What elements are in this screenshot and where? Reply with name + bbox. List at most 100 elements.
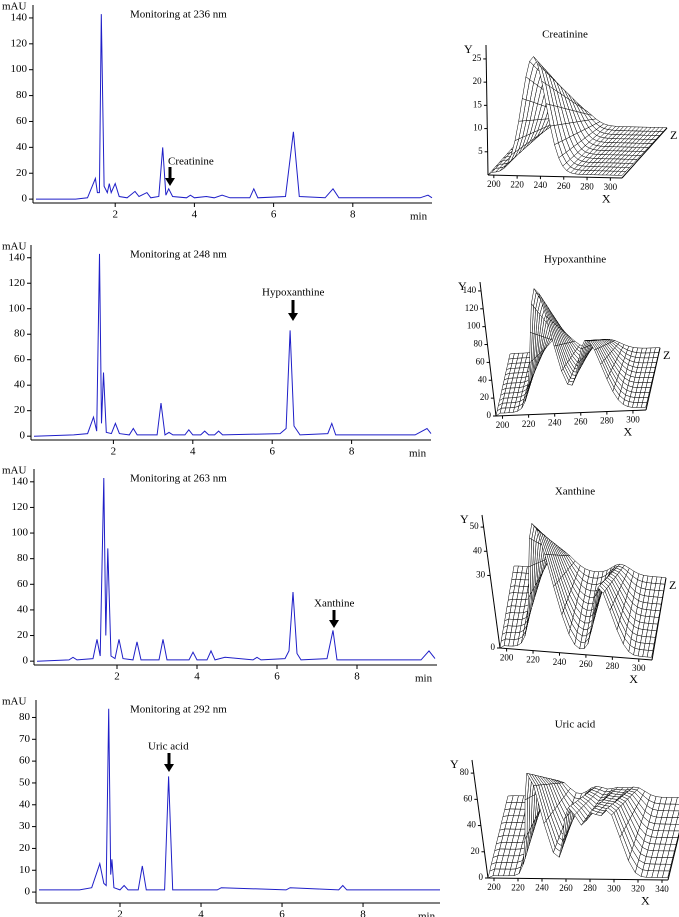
peak-annotation: Uric acid <box>148 741 189 753</box>
x-tick-label: 200 <box>487 179 501 189</box>
surface-plot: 200220240260280300320340020406080YXZUric… <box>450 719 679 907</box>
surface-plot: 200 220 240 260 280 300 0 30 40 50Y X Z Xanthine <box>460 486 676 686</box>
x-tick-label: 220 <box>511 882 525 892</box>
x-tick-label: 4 <box>190 446 196 458</box>
y-tick-label: 80 <box>460 767 470 777</box>
x-tick-label: 220 <box>510 180 524 190</box>
peak-annotation: Hypoxanthine <box>262 287 324 299</box>
y-axis <box>479 281 497 417</box>
y-tick-label: 100 <box>11 63 28 75</box>
y-tick-label: 20 <box>16 167 28 179</box>
surface-cell <box>662 870 670 878</box>
surface-cell <box>675 797 679 805</box>
x-tick-label: 6 <box>271 209 277 221</box>
x-tick-label: 6 <box>279 909 285 917</box>
surface-cell <box>640 402 648 408</box>
annotation-arrowhead <box>165 178 175 186</box>
y-tick-label: 40 <box>14 379 26 391</box>
y-axis-label: mAU <box>2 241 27 253</box>
y-tick-label: 60 <box>19 755 31 767</box>
x-tick-label: 8 <box>354 671 360 683</box>
z-axis <box>667 832 679 881</box>
y-tick-label: 70 <box>19 733 31 745</box>
y-tick-label: 20 <box>480 392 490 402</box>
surface-cell <box>649 636 656 645</box>
chromatogram: 0 20 40 60 80 100 120 140 2 4 6 8 mAU min Monitoring a… <box>2 241 432 460</box>
x-tick-label: 240 <box>535 883 549 893</box>
y-tick-label: 50 <box>19 776 31 788</box>
x-tick-label: 4 <box>192 209 198 221</box>
y-tick-label: 20 <box>470 846 480 856</box>
z-axis-label: Z <box>670 128 677 142</box>
x-tick-label: 220 <box>526 655 540 665</box>
chromatogram: 0 20 40 60 80 100 120 140 2 4 6 8 mAU min Monitoring a… <box>2 1 433 223</box>
y-tick-label: 80 <box>16 89 28 101</box>
x-tick-label: 4 <box>198 909 204 917</box>
y-axis-label: mAU <box>2 465 27 477</box>
surface-cell <box>642 397 649 403</box>
z-axis <box>621 127 668 179</box>
y-tick-label: 120 <box>11 37 28 49</box>
y-axis-label: Y <box>458 279 467 293</box>
y-tick-label: 15 <box>473 99 483 109</box>
y-tick-label: 140 <box>463 285 477 295</box>
surface-cell <box>648 643 655 651</box>
y-tick-label: 120 <box>465 303 479 313</box>
panel-title: Xanthine <box>555 486 595 498</box>
surface-cell <box>644 387 651 393</box>
x-axis-label: X <box>641 893 650 907</box>
surface-cell <box>617 171 627 176</box>
x-tick-label: 2 <box>112 209 118 221</box>
x-tick-label: 280 <box>600 416 614 426</box>
y-tick-label: 140 <box>9 251 26 263</box>
y-axis-label: Y <box>464 42 473 56</box>
y-axis <box>471 759 489 879</box>
y-tick-label: 140 <box>12 475 29 487</box>
x-tick-label: 240 <box>534 180 548 190</box>
x-tick-label: 2 <box>111 446 117 458</box>
y-tick-label: 50 <box>470 521 480 531</box>
y-tick-label: 100 <box>9 302 26 314</box>
x-tick-label: 300 <box>604 182 618 192</box>
y-axis-label: Y <box>450 757 459 771</box>
x-axis <box>495 409 647 417</box>
y-axis-label: Y <box>460 512 469 526</box>
x-tick-label: 200 <box>487 882 501 892</box>
x-axis <box>499 647 653 661</box>
y-tick-label: 60 <box>463 793 473 803</box>
x-tick-label: 260 <box>557 181 571 191</box>
y-tick-label: 80 <box>14 328 26 340</box>
x-tick-label: 280 <box>606 661 620 671</box>
y-tick-label: 60 <box>476 356 486 366</box>
x-axis-label: min <box>410 211 428 223</box>
y-tick-label: 40 <box>16 141 28 153</box>
y-tick-label: 80 <box>17 552 29 564</box>
z-axis-label: Z <box>663 348 670 362</box>
x-tick-label: 2 <box>117 909 123 917</box>
x-axis-label: X <box>624 425 633 439</box>
y-tick-label: 0 <box>479 872 484 882</box>
x-axis-label: min <box>409 448 427 460</box>
x-tick-label: 340 <box>655 884 669 894</box>
y-tick-label: 40 <box>467 820 477 830</box>
y-tick-label: 100 <box>12 527 29 539</box>
x-axis <box>487 174 623 179</box>
panel-title: Monitoring at 292 nm <box>130 704 227 716</box>
y-tick-label: 120 <box>9 277 26 289</box>
y-tick-label: 20 <box>14 404 26 416</box>
y-tick-label: 0 <box>22 193 28 205</box>
y-axis-label: mAU <box>2 696 27 708</box>
panel-title: Monitoring at 263 nm <box>130 473 227 485</box>
x-tick-label: 300 <box>626 415 640 425</box>
x-tick-label: 8 <box>349 446 355 458</box>
chromatogram: 0 20 40 60 80 100 120 140 2 4 6 8 mAU min Monitoring a… <box>2 465 437 685</box>
y-tick-label: 30 <box>19 820 31 832</box>
surface-cell <box>528 565 532 598</box>
y-tick-label: 140 <box>11 11 28 23</box>
z-axis <box>651 577 667 661</box>
y-tick-label: 60 <box>17 578 29 590</box>
annotation-arrowhead <box>288 313 298 321</box>
y-tick-label: 25 <box>472 53 482 63</box>
x-tick-label: 200 <box>496 420 510 430</box>
y-tick-label: 10 <box>19 864 31 876</box>
